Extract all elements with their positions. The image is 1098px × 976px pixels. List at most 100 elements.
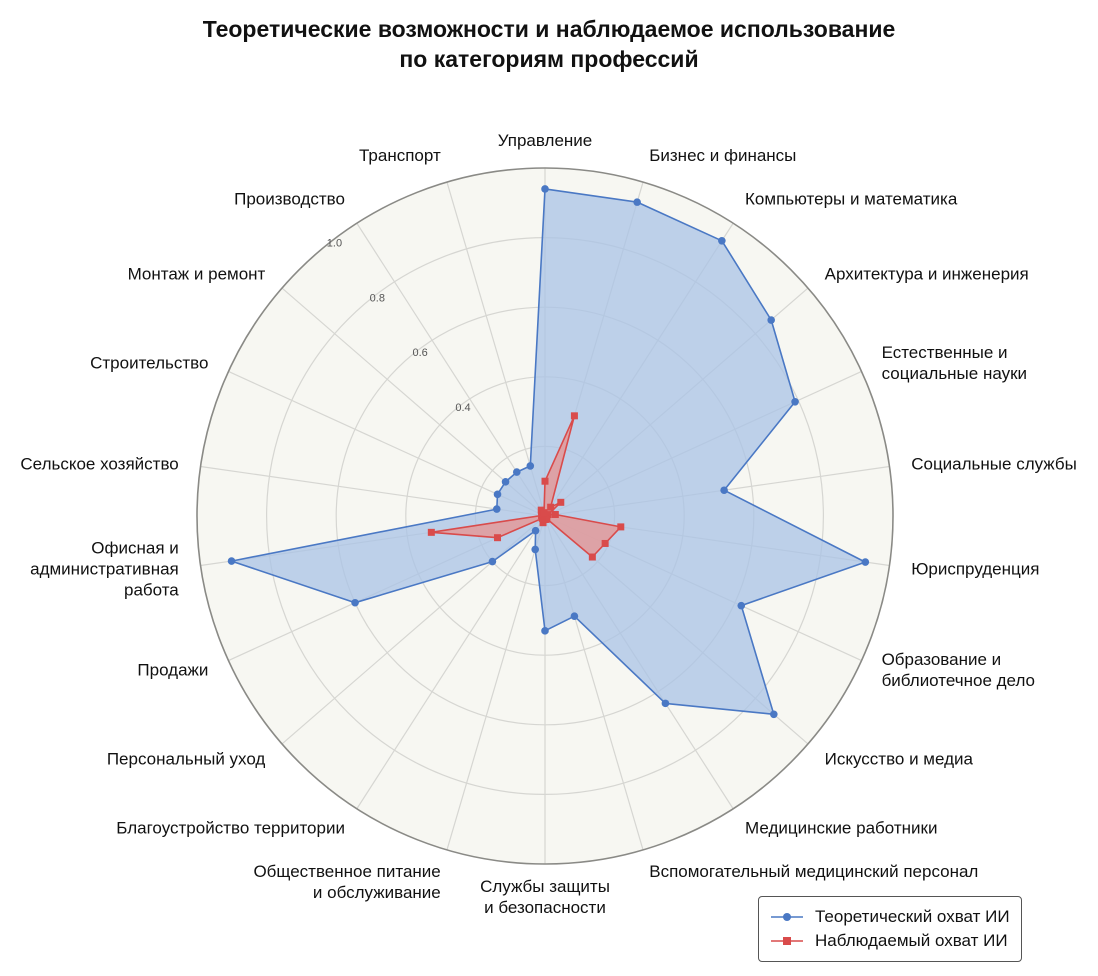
category-label-3: Архитектура и инженерия (825, 265, 1029, 284)
category-label-10: Вспомогательный медицинский персонал (649, 862, 978, 881)
category-label-line: Естественные и (882, 343, 1008, 362)
category-label-17: Сельское хозяйство (20, 454, 178, 473)
plot-border (196, 167, 894, 865)
category-label-1: Бизнес и финансы (649, 146, 796, 165)
data-point-1-15 (494, 534, 502, 542)
category-label-line: Офисная и (91, 539, 178, 558)
category-label-13: Благоустройство территории (116, 818, 345, 837)
category-label-line: библиотечное дело (882, 671, 1035, 690)
category-label-line: Продажи (137, 661, 208, 680)
data-point-0-13 (531, 526, 540, 535)
category-label-2: Компьютеры и математика (745, 190, 958, 209)
data-point-0-0 (541, 185, 549, 193)
category-label-8: Искусство и медиа (825, 749, 974, 768)
category-label-line: Службы защиты (480, 877, 610, 896)
grid-spoke (228, 370, 546, 517)
category-label-line: Производство (234, 190, 345, 209)
data-point-1-7 (601, 539, 609, 547)
data-point-0-19 (501, 478, 510, 486)
radial-tick-label: 0.4 (455, 402, 470, 414)
chart-title: Теоретические возможности и наблюдаемое … (0, 14, 1098, 74)
data-point-0-18 (493, 490, 502, 499)
data-point-0-5 (720, 486, 728, 495)
data-point-0-11 (541, 627, 549, 635)
category-label-20: Производство (234, 190, 345, 209)
grid-spoke (281, 287, 546, 517)
category-label-line: Социальные службы (911, 454, 1077, 473)
category-label-line: Строительство (90, 353, 208, 372)
chart-title-line-1: Теоретические возможности и наблюдаемое … (202, 16, 896, 42)
legend-item-observed: Наблюдаемый охват ИИ (769, 930, 1008, 952)
legend-marker-theoretical (771, 913, 803, 921)
category-label-line: Благоустройство территории (116, 818, 345, 837)
category-label-16: Офисная и административная работа (30, 539, 179, 600)
data-point-1-16 (427, 528, 435, 536)
category-label-line: Архитектура и инженерия (825, 265, 1029, 284)
data-point-1-12 (539, 519, 547, 527)
category-label-9: Медицинские работники (745, 818, 937, 837)
data-point-1-6 (617, 523, 625, 531)
data-point-0-16 (227, 557, 236, 565)
data-point-1-1 (570, 412, 578, 420)
legend: Теоретический охват ИИ Наблюдаемый охват… (758, 896, 1022, 962)
data-point-0-21 (526, 462, 535, 470)
grid-spoke (200, 465, 546, 517)
radial-tick-labels: 0.4 0.6 0.8 1.0 (327, 238, 471, 415)
legend-label-observed: Наблюдаемый охват ИИ (815, 931, 1008, 950)
category-label-line: Персональный уход (107, 749, 266, 768)
data-point-0-12 (531, 545, 539, 554)
category-label-14: Персональный уход (107, 749, 266, 768)
category-label-line: Управление (498, 131, 593, 150)
category-label-line: Медицинские работники (745, 818, 937, 837)
data-point-1-4 (544, 511, 552, 519)
series-area-0 (231, 188, 866, 715)
category-label-21: Транспорт (359, 146, 441, 165)
category-label-0: Управление (498, 131, 593, 150)
category-labels: Управление Бизнес и финансы Компьютеры и м… (20, 131, 1076, 917)
category-label-line: Компьютеры и математика (745, 190, 958, 209)
category-label-6: Юриспруденция (911, 560, 1039, 579)
radial-tick-label: 1.0 (327, 238, 342, 250)
category-label-line: Юриспруденция (911, 560, 1039, 579)
category-label-line: Бизнес и финансы (649, 146, 796, 165)
category-label-line: работа (124, 581, 179, 600)
data-point-1-8 (588, 553, 596, 561)
category-label-15: Продажи (137, 661, 208, 680)
chart-title-line-2: по категориям профессий (399, 46, 699, 72)
radial-tick-label: 0.6 (412, 347, 427, 359)
data-point-0-8 (770, 710, 778, 719)
data-point-0-6 (861, 558, 870, 566)
legend-item-theoretical: Теоретический охват ИИ (769, 906, 1010, 928)
data-point-0-3 (767, 316, 775, 324)
data-point-0-1 (633, 198, 641, 206)
data-point-1-5 (551, 511, 559, 519)
category-label-5: Социальные службы (911, 454, 1077, 473)
data-point-1-21 (540, 509, 548, 517)
category-label-line: Вспомогательный медицинский персонал (649, 862, 978, 881)
data-point-0-2 (718, 237, 726, 245)
category-label-19: Монтаж и ремонт (128, 265, 266, 284)
data-point-0-7 (737, 601, 746, 610)
category-label-12: Общественное питание и обслуживание (253, 862, 440, 902)
radial-tick-label: 0.8 (370, 292, 385, 304)
data-point-0-17 (492, 505, 501, 513)
data-point-1-2 (547, 503, 555, 511)
legend-marker-observed (771, 937, 803, 945)
category-label-7: Образование и библиотечное дело (882, 650, 1035, 690)
category-label-line: социальные науки (882, 364, 1027, 383)
category-label-line: и безопасности (484, 898, 606, 917)
category-label-line: Искусство и медиа (825, 749, 974, 768)
data-point-0-20 (512, 468, 521, 476)
grid-spoke (356, 222, 546, 517)
series-area-1 (431, 415, 621, 557)
data-point-0-14 (488, 557, 497, 566)
data-point-1-0 (541, 477, 549, 485)
category-label-line: административная (30, 560, 179, 579)
category-label-line: Образование и (882, 650, 1002, 669)
grid-spoke (446, 515, 546, 851)
category-label-18: Строительство (90, 353, 208, 372)
data-point-0-9 (661, 699, 670, 708)
category-label-4: Естественные и социальные науки (882, 343, 1027, 383)
grid-spoke (446, 181, 546, 517)
